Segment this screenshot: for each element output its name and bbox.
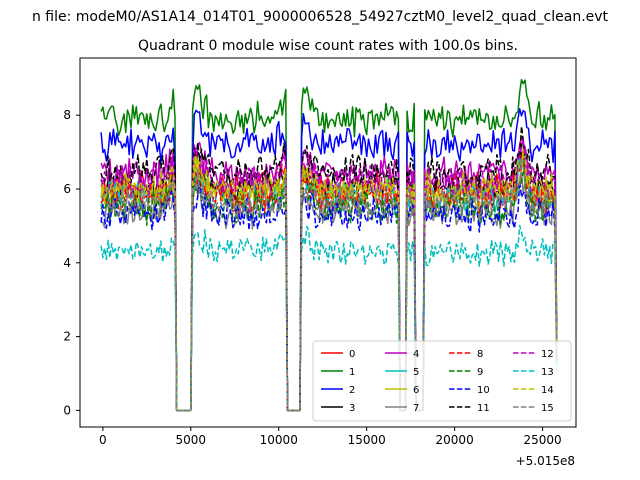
series-line-12 (100, 137, 558, 412)
legend-label-7: 7 (413, 403, 419, 414)
x-tick-label: 25000 (523, 433, 561, 447)
y-axis: 0 2 4 6 8 (63, 108, 80, 417)
legend-label-1: 1 (349, 367, 355, 378)
y-tick-label: 2 (63, 330, 71, 344)
series-line-15 (100, 159, 558, 412)
x-axis-offset-label: +5.015e8 (516, 454, 575, 468)
legend-label-2: 2 (349, 385, 355, 396)
legend-label-10: 10 (477, 385, 490, 396)
x-tick-label: 15000 (348, 433, 386, 447)
legend-label-5: 5 (413, 367, 419, 378)
series-layer (100, 78, 558, 412)
chart-title: Quadrant 0 module wise count rates with … (138, 38, 518, 54)
legend-label-6: 6 (413, 385, 419, 396)
legend-label-13: 13 (541, 367, 554, 378)
plot-frame (79, 57, 577, 428)
legend-box (312, 340, 572, 422)
legend-label-0: 0 (349, 349, 355, 360)
y-tick-label: 6 (63, 182, 71, 196)
series-line-14 (100, 155, 558, 412)
legend-label-4: 4 (413, 349, 419, 360)
y-tick-label: 8 (63, 108, 71, 122)
y-tick-label: 0 (63, 403, 71, 417)
x-tick-label: 20000 (436, 433, 474, 447)
legend-label-3: 3 (349, 403, 355, 414)
y-tick-label: 4 (63, 256, 71, 270)
x-tick-label: 10000 (260, 433, 298, 447)
figure-suptitle: n file: modeM0/AS1A14_014T01_9000006528_… (32, 9, 609, 25)
legend-label-9: 9 (477, 367, 483, 378)
legend-label-15: 15 (541, 403, 554, 414)
legend-label-11: 11 (477, 403, 490, 414)
x-axis: 0 5000 10000 15000 20000 25000 (99, 427, 562, 447)
x-tick-label: 0 (99, 433, 107, 447)
x-tick-label: 5000 (176, 433, 207, 447)
legend-label-14: 14 (541, 385, 554, 396)
legend-label-12: 12 (541, 349, 554, 360)
legend-label-8: 8 (477, 349, 483, 360)
